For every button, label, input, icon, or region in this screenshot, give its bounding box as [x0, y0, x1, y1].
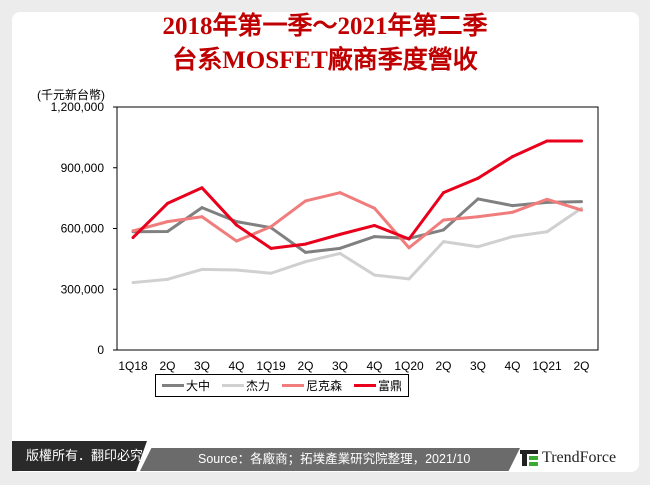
legend-item: 富鼎: [353, 377, 402, 394]
data-point: [235, 223, 238, 227]
logo-text: TrendForce: [542, 449, 617, 466]
data-point: [442, 218, 445, 222]
data-point: [580, 208, 583, 212]
data-point: [131, 281, 135, 285]
source-note: Source：各廠商；拓墣產業研究院整理，2021/10: [140, 448, 520, 471]
chart-title-line1: 2018年第一季～2021年第二季: [162, 13, 488, 40]
y-axis-unit-label: (千元新台幣): [37, 88, 105, 102]
x-tick-label: 1Q18: [118, 359, 148, 373]
data-point: [269, 271, 273, 275]
y-tick-label: 900,000: [61, 161, 105, 175]
legend-item: 杰力: [221, 377, 270, 394]
data-point: [304, 250, 307, 254]
data-point: [338, 246, 342, 250]
data-point: [338, 191, 342, 195]
x-tick-label: 3Q: [194, 359, 210, 373]
data-point: [166, 220, 169, 224]
data-point: [131, 236, 135, 240]
data-point: [442, 228, 445, 232]
legend-label: 杰力: [245, 379, 270, 393]
data-point: [511, 155, 514, 159]
data-point: [476, 197, 480, 201]
data-point: [269, 246, 273, 250]
data-point: [407, 246, 411, 250]
data-point: [235, 268, 238, 272]
data-point: [476, 215, 480, 219]
legend-item: 尼克森: [281, 377, 342, 394]
x-tick-label: 1Q19: [256, 359, 286, 373]
trendforce-logo: TrendForce: [520, 445, 616, 471]
series-line-大中: [132, 197, 582, 254]
data-point: [373, 223, 376, 227]
x-tick-label: 2Q: [159, 359, 175, 373]
x-tick-label: 1Q21: [532, 359, 562, 373]
data-point: [476, 176, 480, 180]
data-point: [545, 200, 549, 204]
data-point: [407, 277, 411, 281]
data-point: [545, 197, 549, 201]
y-tick-label: 1,200,000: [51, 100, 105, 114]
data-point: [338, 251, 342, 255]
data-point: [407, 237, 411, 241]
series-line-富鼎: [131, 139, 582, 250]
y-tick-label: 0: [97, 343, 104, 357]
legend-swatch: [353, 384, 376, 387]
x-tick-label: 2Q: [573, 359, 589, 373]
legend-swatch: [281, 384, 304, 387]
data-point: [166, 277, 169, 281]
data-point: [476, 245, 480, 249]
x-tick-label: 4Q: [366, 359, 382, 373]
data-point: [269, 225, 273, 229]
legend: 大中 杰力 尼克森 富鼎: [155, 374, 409, 397]
trendforce-logo-icon: [520, 450, 538, 466]
data-point: [235, 239, 238, 243]
data-point: [304, 242, 307, 246]
x-tick-label: 2Q: [297, 359, 313, 373]
data-point: [200, 206, 204, 210]
x-tick-label: 4Q: [504, 359, 520, 373]
y-tick-label: 600,000: [61, 222, 105, 236]
x-tick-label: 2Q: [435, 359, 451, 373]
data-point: [511, 235, 514, 239]
chart-title-line2: 台系MOSFET廠商季度營收: [172, 47, 478, 74]
data-point: [304, 199, 307, 203]
copyright-banner: 版權所有．翻印必究: [12, 441, 147, 471]
data-point: [338, 232, 342, 236]
data-point: [166, 201, 169, 205]
data-point: [166, 230, 169, 234]
data-point: [442, 191, 445, 195]
data-point: [545, 139, 549, 143]
legend-swatch: [221, 384, 244, 387]
data-point: [511, 204, 514, 208]
x-tick-label: 3Q: [332, 359, 348, 373]
data-point: [511, 210, 514, 214]
data-point: [131, 229, 135, 233]
legend-item: 大中: [161, 377, 210, 394]
data-point: [200, 267, 204, 271]
data-point: [200, 186, 204, 190]
y-tick-label: 300,000: [61, 282, 105, 296]
data-point: [200, 215, 204, 219]
data-point: [442, 240, 445, 244]
legend-label: 大中: [185, 379, 210, 393]
x-tick-label: 1Q20: [394, 359, 424, 373]
legend-label: 富鼎: [377, 379, 402, 393]
series-line-杰力: [132, 207, 583, 285]
data-point: [304, 260, 307, 264]
series-line-尼克森: [132, 191, 582, 250]
data-point: [580, 139, 583, 143]
legend-label: 尼克森: [305, 379, 342, 393]
x-tick-label: 3Q: [470, 359, 486, 373]
data-point: [373, 273, 376, 277]
legend-swatch: [161, 384, 184, 387]
data-point: [580, 200, 583, 204]
x-tick-label: 4Q: [228, 359, 244, 373]
data-point: [373, 235, 376, 239]
data-point: [373, 206, 376, 210]
data-point: [545, 230, 549, 234]
